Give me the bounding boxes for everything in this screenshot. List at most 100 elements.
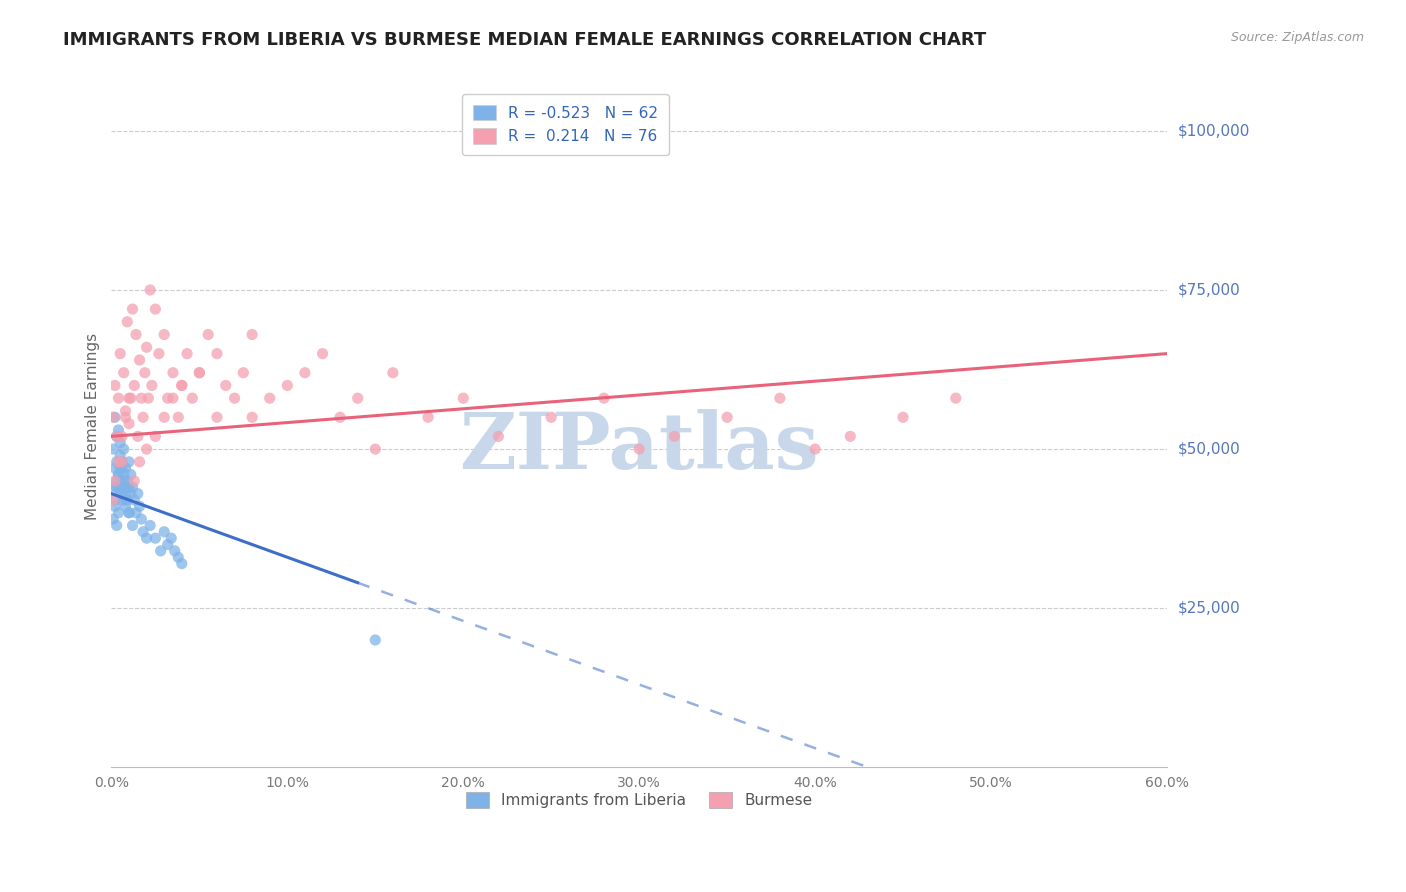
Point	[108, 346, 131, 360]
Point	[188, 366, 211, 380]
Point	[112, 467, 135, 482]
Point	[416, 410, 439, 425]
Point	[167, 550, 190, 565]
Point	[224, 391, 246, 405]
Point	[114, 404, 136, 418]
Point	[131, 512, 153, 526]
Point	[124, 474, 146, 488]
Point	[107, 467, 129, 482]
Point	[804, 442, 827, 456]
Point	[145, 429, 167, 443]
Point	[118, 391, 141, 405]
Point	[132, 524, 155, 539]
Text: Source: ZipAtlas.com: Source: ZipAtlas.com	[1230, 31, 1364, 45]
Point	[108, 461, 131, 475]
Text: $100,000: $100,000	[1178, 123, 1250, 138]
Point	[149, 544, 172, 558]
Point	[329, 410, 352, 425]
Point	[114, 500, 136, 514]
Text: IMMIGRANTS FROM LIBERIA VS BURMESE MEDIAN FEMALE EARNINGS CORRELATION CHART: IMMIGRANTS FROM LIBERIA VS BURMESE MEDIA…	[63, 31, 987, 49]
Point	[364, 442, 387, 456]
Point	[108, 486, 131, 500]
Point	[139, 518, 162, 533]
Point	[135, 442, 157, 456]
Point	[117, 474, 139, 488]
Point	[117, 315, 139, 329]
Point	[205, 346, 228, 360]
Point	[111, 461, 134, 475]
Point	[153, 524, 176, 539]
Point	[107, 480, 129, 494]
Point	[132, 410, 155, 425]
Text: $25,000: $25,000	[1178, 600, 1240, 615]
Point	[107, 506, 129, 520]
Text: ZIPatlas: ZIPatlas	[460, 409, 818, 485]
Point	[160, 531, 183, 545]
Point	[121, 480, 143, 494]
Point	[181, 391, 204, 405]
Point	[128, 455, 150, 469]
Point	[101, 512, 124, 526]
Point	[488, 429, 510, 443]
Point	[111, 455, 134, 469]
Point	[451, 391, 474, 405]
Point	[128, 353, 150, 368]
Point	[121, 518, 143, 533]
Point	[162, 366, 184, 380]
Point	[124, 493, 146, 508]
Point	[111, 493, 134, 508]
Point	[118, 506, 141, 520]
Point	[153, 327, 176, 342]
Point	[716, 410, 738, 425]
Point	[124, 378, 146, 392]
Point	[294, 366, 316, 380]
Point	[134, 366, 156, 380]
Point	[176, 346, 198, 360]
Point	[108, 435, 131, 450]
Point	[104, 474, 127, 488]
Point	[104, 461, 127, 475]
Point	[135, 531, 157, 545]
Point	[112, 442, 135, 456]
Point	[111, 455, 134, 469]
Point	[114, 486, 136, 500]
Point	[118, 455, 141, 469]
Point	[118, 417, 141, 431]
Point	[131, 391, 153, 405]
Point	[232, 366, 254, 380]
Point	[111, 429, 134, 443]
Point	[104, 378, 127, 392]
Point	[105, 455, 128, 469]
Point	[127, 429, 149, 443]
Point	[107, 391, 129, 405]
Point	[105, 518, 128, 533]
Point	[167, 410, 190, 425]
Point	[346, 391, 368, 405]
Point	[112, 366, 135, 380]
Point	[104, 410, 127, 425]
Point	[188, 366, 211, 380]
Point	[540, 410, 562, 425]
Point	[205, 410, 228, 425]
Point	[769, 391, 792, 405]
Point	[163, 544, 186, 558]
Point	[128, 500, 150, 514]
Point	[162, 391, 184, 405]
Point	[153, 410, 176, 425]
Point	[107, 455, 129, 469]
Point	[839, 429, 862, 443]
Point	[240, 327, 263, 342]
Point	[197, 327, 219, 342]
Point	[141, 378, 163, 392]
Point	[114, 410, 136, 425]
Point	[118, 506, 141, 520]
Point	[125, 506, 148, 520]
Point	[127, 486, 149, 500]
Point	[120, 467, 142, 482]
Point	[117, 493, 139, 508]
Point	[114, 493, 136, 508]
Point	[121, 302, 143, 317]
Point	[240, 410, 263, 425]
Point	[114, 461, 136, 475]
Point	[112, 480, 135, 494]
